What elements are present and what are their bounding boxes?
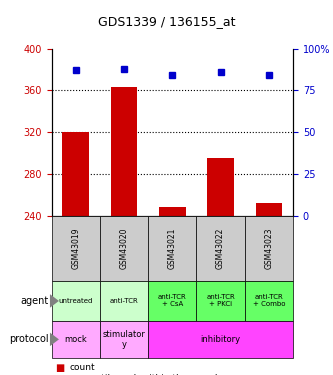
Text: ■: ■ bbox=[55, 363, 64, 372]
Bar bbox=[111, 87, 137, 216]
Bar bbox=[159, 207, 185, 216]
Text: GSM43021: GSM43021 bbox=[168, 228, 177, 269]
Text: anti-TCR
+ PKCi: anti-TCR + PKCi bbox=[206, 294, 235, 307]
Text: GSM43023: GSM43023 bbox=[264, 228, 273, 269]
Text: agent: agent bbox=[20, 296, 48, 306]
Text: GSM43020: GSM43020 bbox=[120, 228, 129, 269]
Text: count: count bbox=[70, 363, 96, 372]
Text: GSM43019: GSM43019 bbox=[71, 228, 80, 269]
Text: percentile rank within the sample: percentile rank within the sample bbox=[70, 374, 223, 375]
Text: anti-TCR
+ CsA: anti-TCR + CsA bbox=[158, 294, 187, 307]
Text: GDS1339 / 136155_at: GDS1339 / 136155_at bbox=[98, 15, 235, 28]
Text: inhibitory: inhibitory bbox=[200, 335, 241, 344]
Text: mock: mock bbox=[64, 335, 87, 344]
Text: untreated: untreated bbox=[59, 298, 93, 304]
Text: GSM43022: GSM43022 bbox=[216, 228, 225, 269]
Bar bbox=[63, 132, 89, 216]
Text: anti-TCR
+ Combo: anti-TCR + Combo bbox=[253, 294, 285, 307]
Bar bbox=[256, 203, 282, 216]
Text: ■: ■ bbox=[55, 374, 64, 375]
Text: protocol: protocol bbox=[9, 334, 48, 344]
Text: stimulator
y: stimulator y bbox=[103, 330, 146, 349]
Text: anti-TCR: anti-TCR bbox=[110, 298, 139, 304]
Bar bbox=[207, 158, 234, 216]
